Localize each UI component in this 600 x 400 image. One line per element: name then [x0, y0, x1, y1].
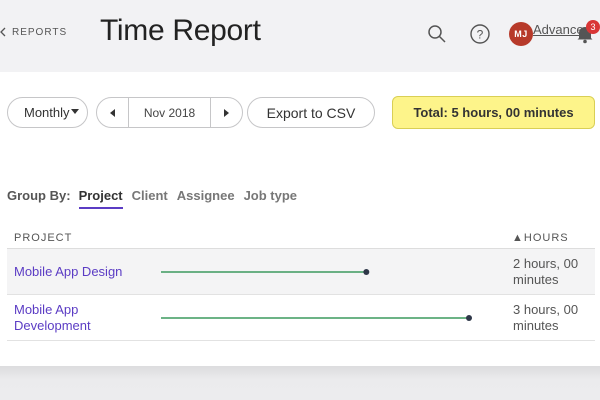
row-hours-value: 2 hours, 00 minutes [513, 256, 579, 287]
project-link[interactable]: Mobile App Development [14, 302, 91, 333]
group-tab-assignee[interactable]: Assignee [176, 188, 235, 203]
group-by-tabs: Group By: Project Client Assignee Job ty… [7, 188, 306, 210]
hours-bar-endpoint [363, 269, 370, 275]
advanced-reports-link[interactable]: Advanced R [533, 22, 583, 37]
group-tab-project[interactable]: Project [78, 188, 123, 209]
column-header-project[interactable]: PROJECT [14, 232, 73, 244]
hours-bar-endpoint [466, 315, 472, 321]
period-type-value: Monthly [24, 105, 70, 120]
back-link-label: REPORTS [12, 26, 68, 38]
group-tab-client[interactable]: Client [131, 188, 168, 203]
triangle-right-icon [224, 108, 229, 117]
avatar[interactable]: MJ [509, 22, 533, 46]
chevron-left-icon [0, 27, 6, 37]
page-footer-shadow [0, 366, 600, 400]
period-navigator: Nov 2018 [96, 97, 243, 128]
group-by-label: Group By: [7, 188, 71, 203]
report-content: Monthly Nov 2018 Export to CSV Total: 5 … [0, 72, 600, 366]
help-icon[interactable]: ? [469, 23, 491, 45]
triangle-left-icon [110, 108, 115, 117]
report-table: PROJECT ▲HOURS Mobile App Design 2 hours… [7, 226, 595, 341]
svg-text:?: ? [477, 28, 484, 42]
notification-badge: 3 [586, 20, 600, 34]
back-to-reports-link[interactable]: REPORTS [0, 24, 67, 40]
top-bar: REPORTS Time Report ? Advanced R MJ 3 [0, 0, 600, 72]
table-row: Mobile App Design 2 hours, 00 minutes [7, 249, 595, 295]
caret-down-icon [71, 109, 79, 114]
group-tab-job-type[interactable]: Job type [243, 188, 298, 203]
row-hours-value: 3 hours, 00 minutes [513, 302, 579, 333]
hours-bar [161, 269, 370, 275]
page-title: Time Report [100, 14, 261, 47]
total-time-badge: Total: 5 hours, 00 minutes [392, 96, 595, 129]
project-link[interactable]: Mobile App Design [14, 264, 123, 279]
table-row: Mobile App Development 3 hours, 00 minut… [7, 295, 595, 341]
previous-period-button[interactable] [97, 98, 129, 127]
table-header: PROJECT ▲HOURS [7, 226, 595, 249]
period-type-select[interactable]: Monthly [7, 97, 88, 128]
next-period-button[interactable] [210, 98, 242, 127]
current-period: Nov 2018 [143, 105, 196, 120]
export-csv-button[interactable]: Export to CSV [247, 97, 375, 128]
column-header-hours[interactable]: ▲HOURS [512, 232, 569, 244]
search-icon[interactable] [427, 24, 447, 44]
hours-bar [161, 315, 472, 321]
